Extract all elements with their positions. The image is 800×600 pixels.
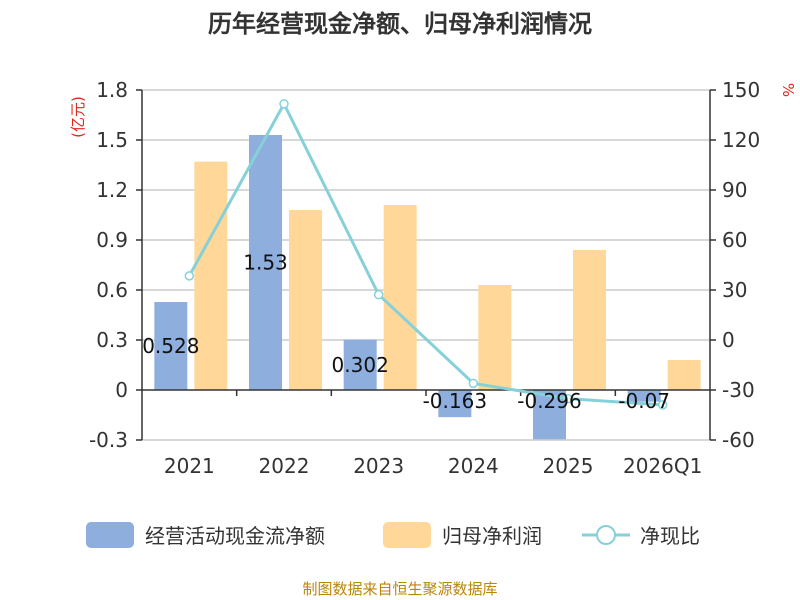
right-tick-label: 0: [722, 328, 735, 352]
ratio-point: [184, 271, 195, 281]
right-tick-label: 120: [722, 128, 760, 152]
right-tick-label: 30: [722, 278, 747, 302]
bars-group: [154, 135, 701, 440]
cash-flow-bar: [249, 135, 282, 390]
right-axis-unit: %: [779, 83, 797, 97]
legend-swatch-cash-flow: [86, 522, 134, 548]
ratio-point: [373, 289, 384, 300]
legend-marker-ratio: [596, 525, 616, 545]
left-tick-label: 0.6: [96, 278, 128, 302]
cash-flow-value-label: -0.296: [517, 389, 581, 413]
right-tick-label: -30: [722, 378, 755, 402]
net-profit-bar: [667, 360, 701, 390]
right-tick-label: -60: [722, 428, 755, 452]
ratio-point: [563, 393, 573, 404]
cash-flow-bar: [154, 302, 188, 390]
net-profit-bar: [573, 250, 606, 390]
legend-label-cash-flow: 经营活动现金流净额: [145, 524, 325, 548]
left-tick-label: 1.2: [96, 178, 128, 202]
cash-flow-bar: [438, 390, 472, 418]
category-label: 2023: [353, 454, 404, 478]
axes-group: -0.3 0 0.3 0.6 0.9 1.2 1.5 1.8 -60 -30 0 30 60 90 120 1…: [89, 78, 760, 478]
left-tick-label: -0.3: [89, 428, 128, 452]
ratio-point: [279, 99, 289, 109]
category-label: 2024: [448, 454, 499, 478]
net-profit-bar: [383, 205, 417, 390]
cash-flow-value-label: 0.302: [332, 353, 389, 377]
category-label: 2025: [543, 454, 594, 478]
cash-flow-value-label: -0.163: [423, 389, 487, 413]
legend: 经营活动现金流净额 归母净利润 净现比: [86, 522, 700, 548]
cash-flow-value-label: -0.07: [618, 389, 670, 413]
category-label: 2022: [259, 454, 310, 478]
legend-label-ratio: 净现比: [640, 524, 700, 548]
legend-label-net-profit: 归母净利润: [442, 524, 542, 548]
cash-flow-value-label: 0.528: [142, 334, 199, 358]
left-axis-unit: (亿元): [69, 96, 87, 138]
left-tick-label: 0.9: [96, 228, 128, 252]
ratio-point: [468, 378, 479, 389]
legend-swatch-net-profit: [383, 522, 431, 548]
net-profit-bar: [289, 210, 322, 390]
chart-title: 历年经营现金净额、归母净利润情况: [208, 10, 592, 38]
left-tick-label: 1.5: [96, 128, 128, 152]
ratio-point: [657, 400, 668, 410]
data-labels-group: 0.528 1.53 0.302 -0.163 -0.296 -0.07: [142, 251, 670, 414]
right-tick-label: 90: [722, 178, 747, 202]
cash-flow-bar: [343, 339, 377, 390]
category-label: 2021: [164, 454, 215, 478]
source-note: 制图数据来自恒生聚源数据库: [302, 580, 497, 598]
category-label: 2026Q1: [623, 454, 702, 478]
cash-flow-bar: [627, 390, 661, 402]
net-profit-bar: [194, 161, 228, 390]
left-tick-label: 1.8: [96, 78, 128, 102]
ratio-line-group: [184, 99, 668, 410]
right-tick-label: 60: [722, 228, 747, 252]
cash-flow-value-label: 1.53: [243, 251, 288, 275]
left-tick-label: 0: [115, 378, 128, 402]
net-profit-bar: [478, 285, 512, 390]
right-tick-label: 150: [722, 78, 760, 102]
ratio-line: [188, 100, 663, 407]
left-tick-label: 0.3: [96, 328, 128, 352]
